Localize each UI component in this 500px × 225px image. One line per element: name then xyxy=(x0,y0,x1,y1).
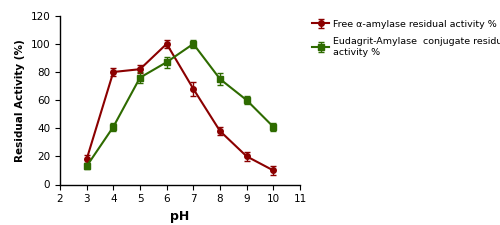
Legend: Free α-amylase residual activity %, Eudagrit-Amylase  conjugate residual
activit: Free α-amylase residual activity %, Euda… xyxy=(310,17,500,60)
X-axis label: pH: pH xyxy=(170,210,190,223)
Y-axis label: Residual Activity (%): Residual Activity (%) xyxy=(15,39,25,162)
